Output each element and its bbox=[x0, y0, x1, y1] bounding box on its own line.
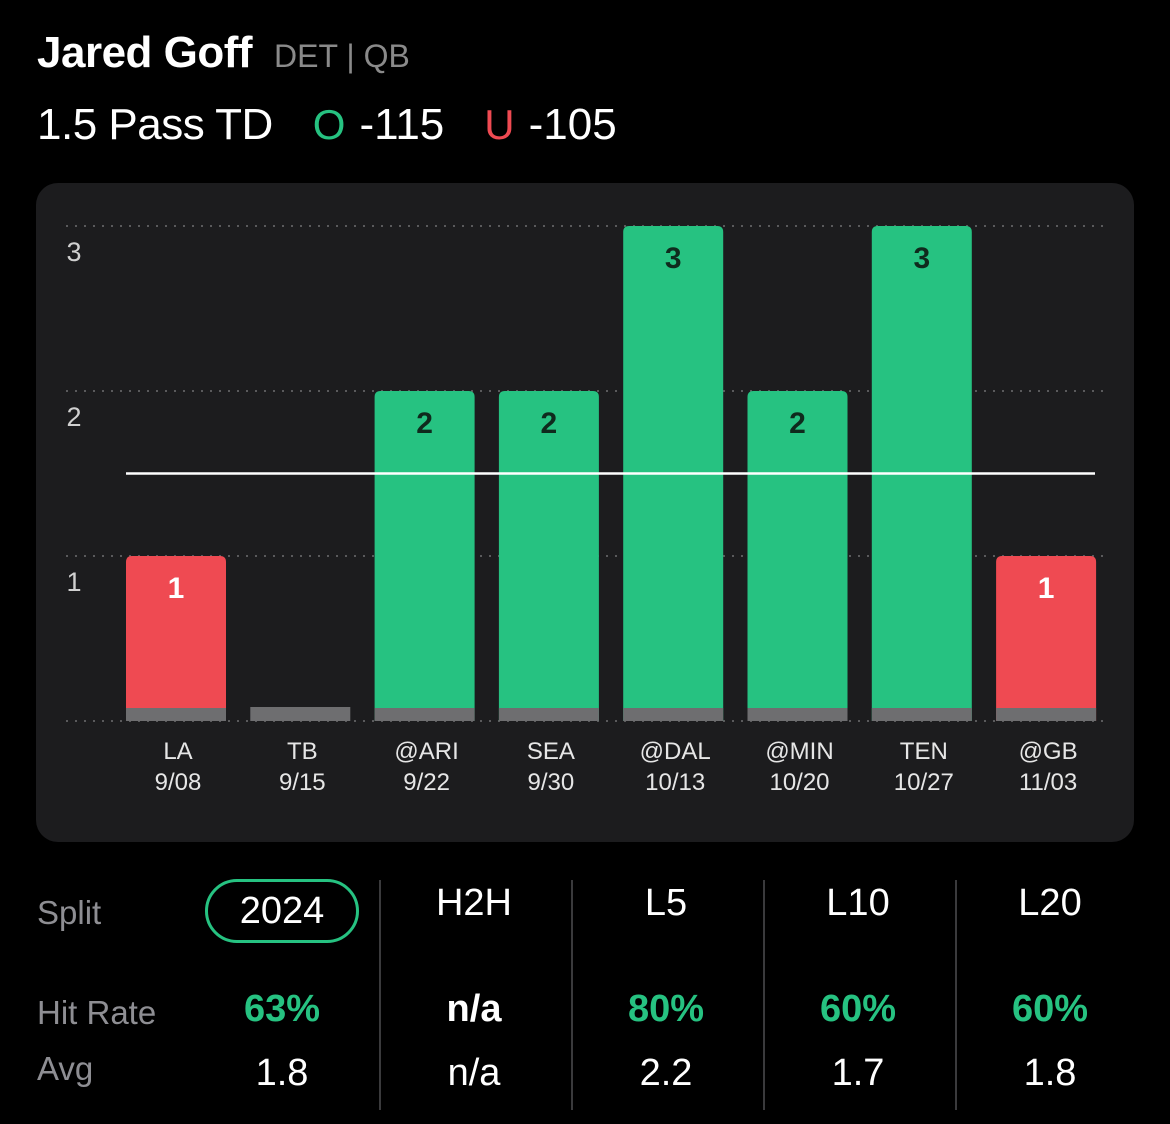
bar-value-label: 3 bbox=[913, 242, 930, 275]
column-divider bbox=[379, 880, 381, 1110]
split-column-l5: L5 80% 2.2 bbox=[576, 870, 756, 1094]
bar-base bbox=[747, 708, 848, 721]
split-column-l10: L10 60% 1.7 bbox=[768, 870, 948, 1094]
hit-rate-value: 63% bbox=[243, 988, 321, 1030]
split-tab-h2h[interactable]: H2H bbox=[435, 882, 513, 924]
x-tick-date: 10/13 bbox=[645, 769, 705, 796]
player-row: Jared Goff DET | QB bbox=[37, 28, 1137, 86]
bar-base bbox=[374, 708, 475, 721]
split-column-l20: L20 60% 1.8 bbox=[960, 870, 1140, 1094]
bar-base bbox=[126, 708, 226, 721]
split-tab-l10[interactable]: L10 bbox=[826, 882, 890, 924]
x-tick-date: 9/08 bbox=[155, 769, 202, 796]
x-tick-opponent: @GB bbox=[1019, 738, 1078, 765]
player-team-position: DET | QB bbox=[274, 38, 410, 74]
bar bbox=[996, 556, 1097, 721]
x-tick-date: 9/30 bbox=[528, 769, 575, 796]
x-tick-opponent: @DAL bbox=[640, 738, 711, 765]
avg-value: n/a bbox=[447, 1052, 501, 1094]
bar-value-label: 2 bbox=[416, 407, 433, 440]
under-indicator: U bbox=[484, 101, 515, 148]
split-tab-l5[interactable]: L5 bbox=[644, 882, 688, 924]
x-tick-date: 9/15 bbox=[279, 769, 326, 796]
split-tab-2024[interactable]: 2024 bbox=[205, 879, 359, 943]
column-divider bbox=[571, 880, 573, 1110]
y-tick-label: 1 bbox=[66, 567, 81, 597]
game-log-chart: 1 2 3 1 LA 9/08 TB 9/15 2 @ARI 9/22 2 SEA 9/30 3 @DAL 10… bbox=[66, 225, 1104, 796]
x-tick-opponent: SEA bbox=[527, 738, 575, 765]
x-tick-date: 10/20 bbox=[769, 769, 829, 796]
x-tick-opponent: TB bbox=[287, 738, 318, 765]
x-tick-opponent: LA bbox=[163, 738, 192, 765]
column-divider bbox=[955, 880, 957, 1110]
bar-value-label: 1 bbox=[1038, 572, 1055, 605]
hit-rate-value: 60% bbox=[1011, 988, 1089, 1030]
bar-base bbox=[871, 708, 972, 721]
prop-line: 1.5 Pass TD bbox=[37, 100, 273, 149]
column-divider bbox=[763, 880, 765, 1110]
bar bbox=[498, 391, 599, 721]
x-tick-opponent: @ARI bbox=[394, 738, 458, 765]
avg-value: 1.8 bbox=[255, 1052, 309, 1094]
prop-header: Jared Goff DET | QB 1.5 Pass TD O -115 U… bbox=[37, 28, 1137, 160]
avg-value: 1.8 bbox=[1023, 1052, 1077, 1094]
hit-rate-value: n/a bbox=[446, 988, 502, 1030]
bar-value-label: 2 bbox=[541, 407, 558, 440]
bar-value-label: 3 bbox=[665, 242, 682, 275]
stats-table: Split Hit Rate Avg 2024 63% 1.8 H2H n/a n/a L5… bbox=[0, 870, 1170, 1124]
y-tick-label: 2 bbox=[66, 402, 81, 432]
bar-base bbox=[498, 708, 599, 721]
split-label: Split bbox=[37, 894, 102, 931]
split-column-h2h: H2H n/a n/a bbox=[384, 870, 564, 1094]
bar bbox=[374, 391, 475, 721]
bar-base bbox=[623, 708, 724, 721]
bar-value-label: 1 bbox=[168, 572, 185, 605]
prop-line-row: 1.5 Pass TD O -115 U -105 bbox=[37, 90, 1137, 160]
x-tick-date: 11/03 bbox=[1019, 769, 1077, 796]
under-odds: -105 bbox=[528, 100, 617, 149]
hit-rate-label: Hit Rate bbox=[37, 994, 157, 1031]
game-log-chart-card: 1 2 3 1 LA 9/08 TB 9/15 2 @ARI 9/22 2 SEA 9/30 3 @DAL 10… bbox=[36, 183, 1134, 842]
over-odds: -115 bbox=[359, 100, 445, 149]
bar bbox=[250, 707, 351, 721]
over-odds-button[interactable]: O -115 bbox=[313, 100, 444, 150]
avg-value: 1.7 bbox=[831, 1052, 885, 1094]
x-tick-opponent: @MIN bbox=[765, 738, 833, 765]
bar-value-label: 2 bbox=[789, 407, 806, 440]
avg-label: Avg bbox=[37, 1050, 94, 1087]
player-name: Jared Goff bbox=[37, 28, 253, 77]
hit-rate-value: 60% bbox=[819, 988, 897, 1030]
avg-value: 2.2 bbox=[639, 1052, 693, 1094]
split-column-2024: 2024 63% 1.8 bbox=[192, 870, 372, 1094]
bar bbox=[747, 391, 848, 721]
split-tab-l20[interactable]: L20 bbox=[1018, 882, 1082, 924]
bar-base bbox=[996, 708, 1097, 721]
y-tick-label: 3 bbox=[66, 237, 81, 267]
x-tick-date: 10/27 bbox=[894, 769, 954, 796]
hit-rate-value: 80% bbox=[627, 988, 705, 1030]
bar bbox=[126, 556, 226, 721]
under-odds-button[interactable]: U -105 bbox=[484, 100, 616, 150]
over-indicator: O bbox=[312, 101, 346, 148]
x-tick-opponent: TEN bbox=[900, 738, 948, 765]
x-tick-date: 9/22 bbox=[403, 769, 450, 796]
